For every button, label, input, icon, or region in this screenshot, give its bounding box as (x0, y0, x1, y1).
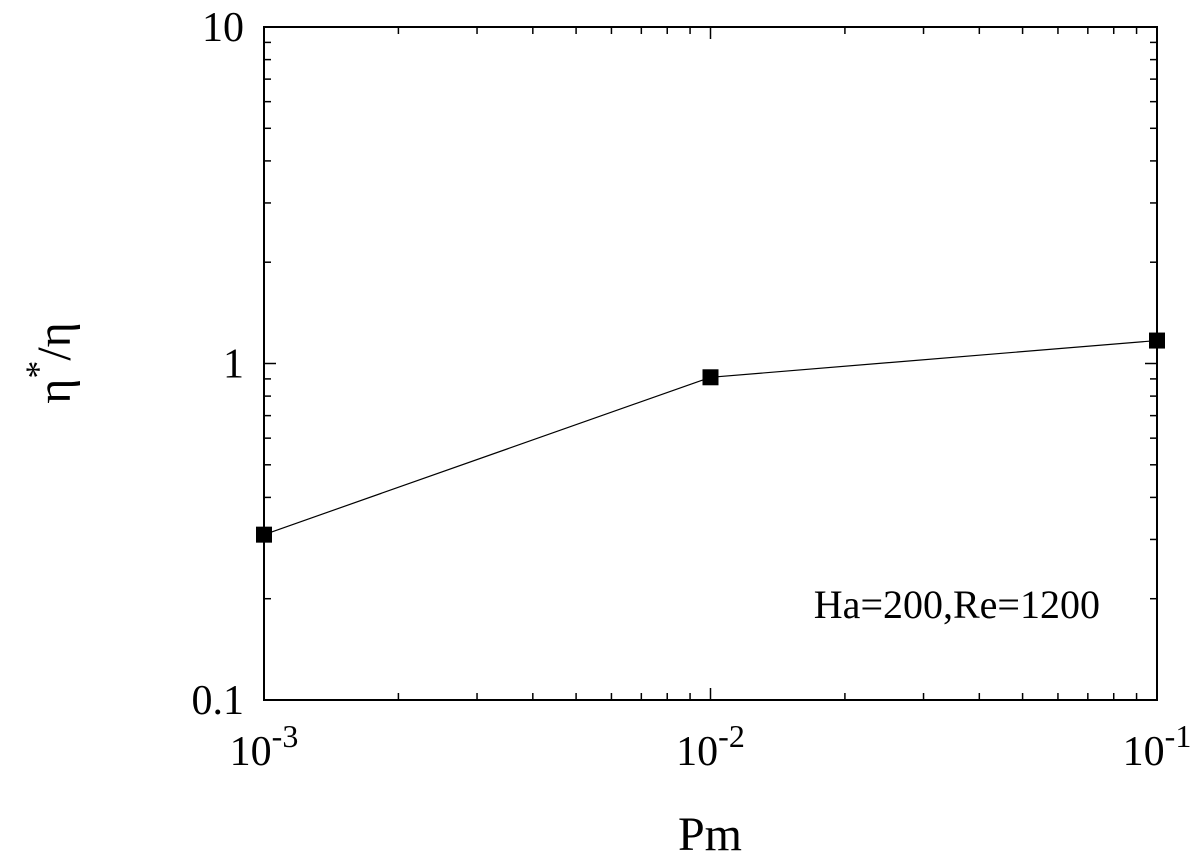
chart-annotation: Ha=200,Re=1200 (814, 582, 1100, 627)
y-tick-label: 0.1 (192, 678, 245, 724)
x-tick-label-exp: -2 (718, 718, 745, 754)
y-tick-label: 10 (202, 5, 244, 51)
x-tick-label: 10-3 (230, 718, 299, 775)
data-point-marker (256, 526, 272, 543)
x-tick-label-exp: -1 (1165, 718, 1192, 754)
data-point-marker (1149, 332, 1165, 349)
x-tick-label: 10-1 (1123, 718, 1192, 775)
data-point-marker (702, 369, 719, 386)
x-axis-title: Pm (678, 808, 742, 860)
y-axis-title-sup: * (18, 361, 58, 379)
x-tick-label-base: 10 (676, 729, 718, 775)
y-tick-label: 1 (223, 342, 244, 388)
y-axis-title: η*/η (18, 322, 81, 404)
y-axis-title-base: η (28, 379, 81, 404)
y-axis-title-tail: /η (28, 322, 81, 360)
x-tick-label-base: 10 (230, 729, 272, 775)
x-tick-label-exp: -3 (272, 718, 299, 754)
series-group (256, 332, 1165, 543)
tick-marks (263, 27, 1157, 701)
x-tick-label: 10-2 (676, 718, 745, 775)
x-tick-label-base: 10 (1123, 729, 1165, 775)
